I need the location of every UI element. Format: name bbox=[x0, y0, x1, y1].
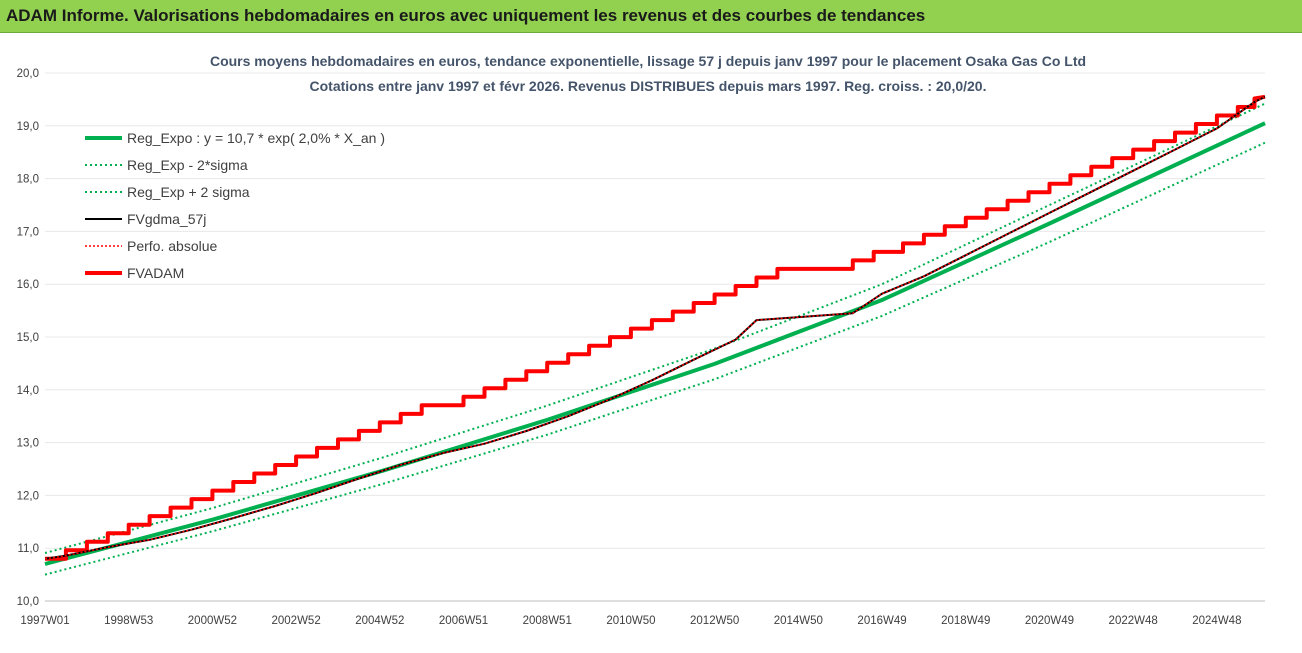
x-tick-label: 2010W50 bbox=[606, 615, 655, 627]
series-line-sig_lo bbox=[44, 141, 1266, 576]
x-tick-label: 2002W52 bbox=[271, 615, 320, 627]
y-tick-label: 19,0 bbox=[17, 121, 39, 133]
x-tick-label: 2006W51 bbox=[439, 615, 488, 627]
y-tick-label: 18,0 bbox=[17, 174, 39, 186]
y-tick-label: 17,0 bbox=[17, 226, 39, 238]
x-tick-label: 2012W50 bbox=[690, 615, 739, 627]
y-tick-label: 11,0 bbox=[17, 543, 39, 555]
legend: Reg_Expo : y = 10,7 * exp( 2,0% * X_an )… bbox=[85, 130, 385, 281]
x-tick-label: 2014W50 bbox=[774, 615, 823, 627]
y-tick-label: 16,0 bbox=[17, 279, 39, 291]
y-tick-label: 10,0 bbox=[17, 596, 39, 608]
chart-title-line1: Cours moyens hebdomadaires en euros, ten… bbox=[210, 53, 1086, 69]
x-tick-label: 2024W48 bbox=[1192, 615, 1241, 627]
series-line-fvadam bbox=[45, 94, 1266, 561]
legend-label-reg: Reg_Expo : y = 10,7 * exp( 2,0% * X_an ) bbox=[127, 130, 385, 146]
x-tick-label: 2020W49 bbox=[1025, 615, 1074, 627]
series-line-sig_hi bbox=[44, 102, 1266, 554]
series-line-perfo bbox=[44, 96, 1266, 560]
x-tick-label: 2022W48 bbox=[1109, 615, 1158, 627]
y-tick-label: 20,0 bbox=[17, 68, 39, 80]
y-tick-label: 14,0 bbox=[17, 385, 39, 397]
legend-label-sig_lo: Reg_Exp - 2*sigma bbox=[127, 157, 248, 173]
legend-label-fvgdma: FVgdma_57j bbox=[127, 211, 206, 227]
y-tick-label: 12,0 bbox=[17, 490, 39, 502]
x-tick-label: 2016W49 bbox=[857, 615, 906, 627]
x-tick-label: 2000W52 bbox=[188, 615, 237, 627]
x-tick-label: 2008W51 bbox=[523, 615, 572, 627]
line-chart: Cours moyens hebdomadaires en euros, ten… bbox=[17, 53, 1266, 627]
chart-area: Cours moyens hebdomadaires en euros, ten… bbox=[0, 33, 1302, 653]
x-tick-label: 1997W01 bbox=[20, 615, 69, 627]
legend-label-perfo: Perfo. absolue bbox=[127, 238, 217, 254]
legend-label-sig_hi: Reg_Exp + 2 sigma bbox=[127, 184, 250, 200]
series-lines bbox=[44, 94, 1266, 576]
series-line-reg bbox=[44, 121, 1266, 566]
y-tick-label: 13,0 bbox=[17, 438, 39, 450]
x-tick-label: 2018W49 bbox=[941, 615, 990, 627]
report-title: ADAM Informe. Valorisations hebdomadaire… bbox=[6, 6, 926, 25]
legend-label-fvadam: FVADAM bbox=[127, 265, 184, 281]
gridlines bbox=[45, 72, 1265, 602]
y-tick-label: 15,0 bbox=[17, 332, 39, 344]
axes: 10,0 11,0 12,0 13,0 14,0 15,0 16,0 17,0 18,0 19,0… bbox=[17, 68, 1265, 627]
x-tick-label: 2004W52 bbox=[355, 615, 404, 627]
x-tick-label: 1998W53 bbox=[104, 615, 153, 627]
chart-title-line2: Cotations entre janv 1997 et févr 2026. … bbox=[310, 78, 987, 94]
report-banner: ADAM Informe. Valorisations hebdomadaire… bbox=[0, 0, 1302, 33]
